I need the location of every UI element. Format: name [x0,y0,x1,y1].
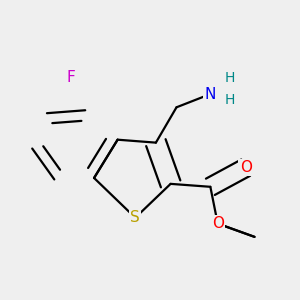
Text: O: O [212,216,224,231]
Text: O: O [240,160,252,175]
Text: H: H [224,93,235,107]
Text: F: F [66,70,75,86]
Text: S: S [130,210,140,225]
Text: H: H [224,71,235,85]
Text: N: N [205,87,216,102]
